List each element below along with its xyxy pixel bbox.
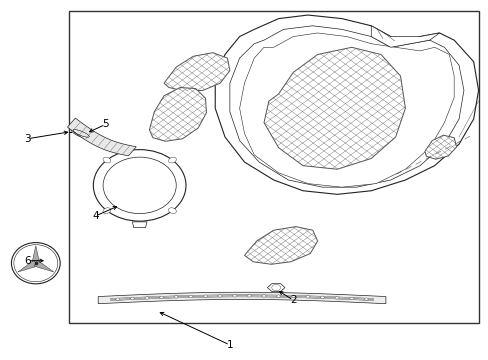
Ellipse shape bbox=[11, 243, 60, 284]
Polygon shape bbox=[115, 298, 120, 301]
Polygon shape bbox=[163, 53, 229, 91]
Ellipse shape bbox=[168, 208, 176, 213]
Polygon shape bbox=[363, 298, 368, 301]
Polygon shape bbox=[173, 296, 178, 298]
Ellipse shape bbox=[103, 157, 176, 213]
Polygon shape bbox=[334, 296, 339, 299]
Polygon shape bbox=[229, 26, 463, 187]
Polygon shape bbox=[320, 296, 325, 299]
Polygon shape bbox=[290, 295, 295, 298]
Text: 2: 2 bbox=[289, 295, 296, 305]
Bar bbox=[69, 12, 478, 323]
Polygon shape bbox=[34, 260, 54, 272]
Polygon shape bbox=[244, 226, 317, 264]
Polygon shape bbox=[246, 294, 251, 297]
Polygon shape bbox=[203, 295, 207, 298]
Polygon shape bbox=[98, 292, 385, 304]
Ellipse shape bbox=[93, 150, 185, 221]
Polygon shape bbox=[305, 296, 310, 298]
Text: 3: 3 bbox=[24, 134, 31, 144]
Text: 6: 6 bbox=[24, 256, 31, 266]
Polygon shape bbox=[261, 294, 266, 297]
Polygon shape bbox=[276, 295, 281, 298]
Ellipse shape bbox=[103, 208, 111, 213]
Polygon shape bbox=[239, 33, 453, 187]
Polygon shape bbox=[149, 87, 206, 141]
Polygon shape bbox=[232, 294, 237, 297]
Polygon shape bbox=[217, 294, 222, 297]
Polygon shape bbox=[215, 15, 478, 194]
Polygon shape bbox=[32, 246, 40, 263]
Text: 1: 1 bbox=[226, 340, 233, 350]
Ellipse shape bbox=[71, 129, 91, 138]
Circle shape bbox=[271, 284, 280, 291]
Polygon shape bbox=[267, 284, 285, 292]
Polygon shape bbox=[132, 222, 147, 228]
Polygon shape bbox=[424, 135, 456, 159]
Ellipse shape bbox=[103, 157, 111, 163]
Polygon shape bbox=[188, 295, 193, 298]
Polygon shape bbox=[159, 296, 163, 299]
Polygon shape bbox=[130, 297, 135, 300]
Ellipse shape bbox=[168, 157, 176, 163]
Polygon shape bbox=[370, 26, 439, 47]
Polygon shape bbox=[18, 260, 38, 272]
Text: 4: 4 bbox=[92, 211, 99, 221]
Text: 5: 5 bbox=[102, 120, 109, 129]
Polygon shape bbox=[264, 47, 405, 169]
Polygon shape bbox=[348, 297, 353, 300]
Polygon shape bbox=[144, 297, 149, 300]
Polygon shape bbox=[67, 118, 136, 156]
